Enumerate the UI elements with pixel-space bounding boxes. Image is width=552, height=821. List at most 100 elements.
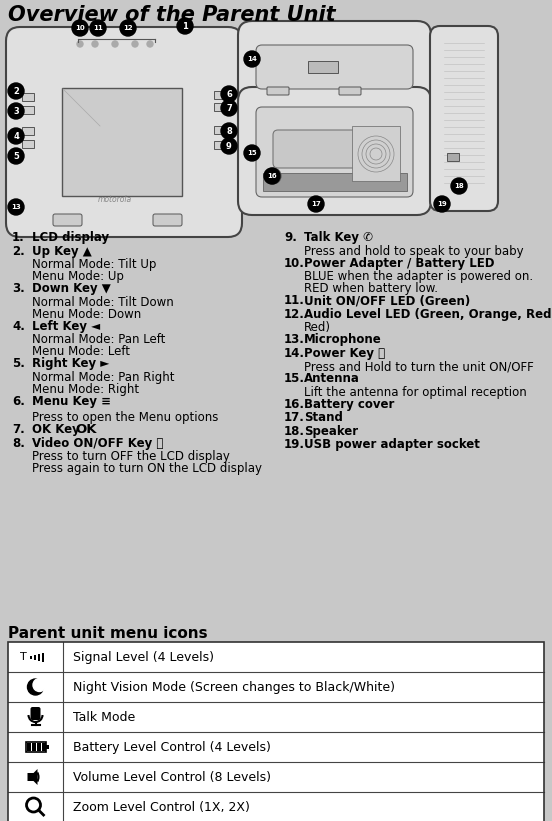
Text: Lift the antenna for optimal reception: Lift the antenna for optimal reception	[304, 386, 527, 398]
Text: 4: 4	[13, 131, 19, 140]
Text: 10: 10	[75, 25, 85, 31]
Text: 14: 14	[247, 56, 257, 62]
Polygon shape	[28, 769, 38, 785]
Circle shape	[77, 41, 83, 47]
Text: 7.: 7.	[12, 423, 25, 436]
Text: Press and hold to speak to your baby: Press and hold to speak to your baby	[304, 245, 524, 258]
Text: OK: OK	[75, 423, 97, 436]
Text: Audio Level LED (Green, Orange, Red,: Audio Level LED (Green, Orange, Red,	[304, 308, 552, 320]
Text: Antenna: Antenna	[304, 372, 360, 385]
Bar	[214, 126, 226, 134]
Text: OK Key: OK Key	[32, 423, 84, 436]
Bar	[25, 742, 45, 752]
Text: Right Key ►: Right Key ►	[32, 357, 109, 370]
Text: Unit ON/OFF LED (Green): Unit ON/OFF LED (Green)	[304, 294, 470, 307]
Bar	[352, 126, 400, 181]
Text: Left Key ◄: Left Key ◄	[32, 319, 100, 333]
Text: RED when battery low.: RED when battery low.	[304, 282, 438, 295]
Circle shape	[112, 41, 118, 47]
Bar	[26, 743, 30, 751]
FancyBboxPatch shape	[256, 107, 413, 197]
Text: 3.: 3.	[12, 282, 25, 295]
FancyBboxPatch shape	[238, 87, 431, 215]
Text: Parent unit menu icons: Parent unit menu icons	[8, 626, 208, 641]
Circle shape	[244, 145, 260, 161]
Text: 19: 19	[437, 201, 447, 207]
Text: Signal Level (4 Levels): Signal Level (4 Levels)	[73, 650, 214, 663]
Bar	[308, 61, 338, 73]
Text: 7: 7	[226, 103, 232, 112]
Text: 1.: 1.	[12, 231, 25, 244]
Text: Power Key Ⓟ: Power Key Ⓟ	[304, 346, 385, 360]
Bar	[214, 141, 226, 149]
Text: Normal Mode: Tilt Down: Normal Mode: Tilt Down	[32, 296, 174, 309]
Text: Down Key ▼: Down Key ▼	[32, 282, 111, 295]
Text: Overview of the Parent Unit: Overview of the Parent Unit	[8, 5, 336, 25]
Bar	[22, 106, 34, 114]
Circle shape	[221, 86, 237, 102]
FancyBboxPatch shape	[53, 214, 82, 226]
Bar	[29, 655, 31, 658]
Text: Press and Hold to turn the unit ON/OFF: Press and Hold to turn the unit ON/OFF	[304, 360, 534, 373]
Text: 4.: 4.	[12, 319, 25, 333]
FancyBboxPatch shape	[153, 214, 182, 226]
FancyBboxPatch shape	[256, 45, 413, 89]
Bar	[62, 88, 182, 196]
Text: Night Vision Mode (Screen changes to Black/White): Night Vision Mode (Screen changes to Bla…	[73, 681, 395, 694]
Text: Menu Key ≡: Menu Key ≡	[32, 395, 111, 407]
Text: 16.: 16.	[284, 397, 305, 410]
Circle shape	[308, 196, 324, 212]
Text: 11.: 11.	[284, 294, 305, 307]
Text: 16: 16	[267, 173, 277, 179]
Text: Menu Mode: Right: Menu Mode: Right	[32, 383, 139, 396]
Bar	[36, 743, 40, 751]
Bar	[22, 93, 34, 101]
Text: Normal Mode: Tilt Up: Normal Mode: Tilt Up	[32, 258, 156, 271]
Text: 5.: 5.	[12, 357, 25, 370]
Circle shape	[132, 41, 138, 47]
Circle shape	[221, 138, 237, 154]
Bar	[45, 745, 49, 749]
Text: BLUE when the adapter is powered on.: BLUE when the adapter is powered on.	[304, 270, 533, 283]
FancyBboxPatch shape	[273, 130, 398, 168]
Bar	[38, 654, 40, 661]
Text: 9.: 9.	[284, 231, 297, 244]
Bar	[8, 642, 544, 821]
Text: 12.: 12.	[284, 308, 305, 320]
Text: 13.: 13.	[284, 333, 305, 346]
Text: 2.: 2.	[12, 245, 25, 258]
Text: Red): Red)	[304, 321, 331, 334]
Text: Talk Mode: Talk Mode	[73, 710, 135, 723]
Bar	[22, 127, 34, 135]
Text: 13: 13	[11, 204, 21, 210]
Circle shape	[8, 128, 24, 144]
Text: 5: 5	[13, 152, 19, 160]
Text: 18.: 18.	[284, 424, 305, 438]
Text: Power Adapter / Battery LED: Power Adapter / Battery LED	[304, 256, 495, 269]
FancyBboxPatch shape	[430, 26, 498, 211]
FancyBboxPatch shape	[267, 87, 289, 95]
Bar	[8, 642, 544, 821]
Text: Menu Mode: Up: Menu Mode: Up	[32, 270, 124, 283]
Text: 10.: 10.	[284, 256, 305, 269]
Circle shape	[8, 103, 24, 119]
Text: Normal Mode: Pan Right: Normal Mode: Pan Right	[32, 370, 174, 383]
FancyBboxPatch shape	[238, 21, 431, 107]
Text: 8.: 8.	[12, 437, 25, 450]
Bar	[41, 653, 44, 662]
Circle shape	[221, 123, 237, 139]
Text: T: T	[20, 652, 27, 662]
Circle shape	[147, 41, 153, 47]
Bar	[34, 654, 35, 659]
Text: Menu Mode: Left: Menu Mode: Left	[32, 345, 130, 358]
Circle shape	[120, 20, 136, 36]
Circle shape	[28, 679, 44, 695]
Text: Menu Mode: Down: Menu Mode: Down	[32, 308, 141, 320]
Circle shape	[264, 168, 280, 184]
Text: 12: 12	[123, 25, 133, 31]
Text: Talk Key ✆: Talk Key ✆	[304, 231, 373, 244]
Text: 1: 1	[182, 21, 188, 30]
Circle shape	[33, 678, 46, 691]
Text: 19.: 19.	[284, 438, 305, 451]
Circle shape	[8, 199, 24, 215]
